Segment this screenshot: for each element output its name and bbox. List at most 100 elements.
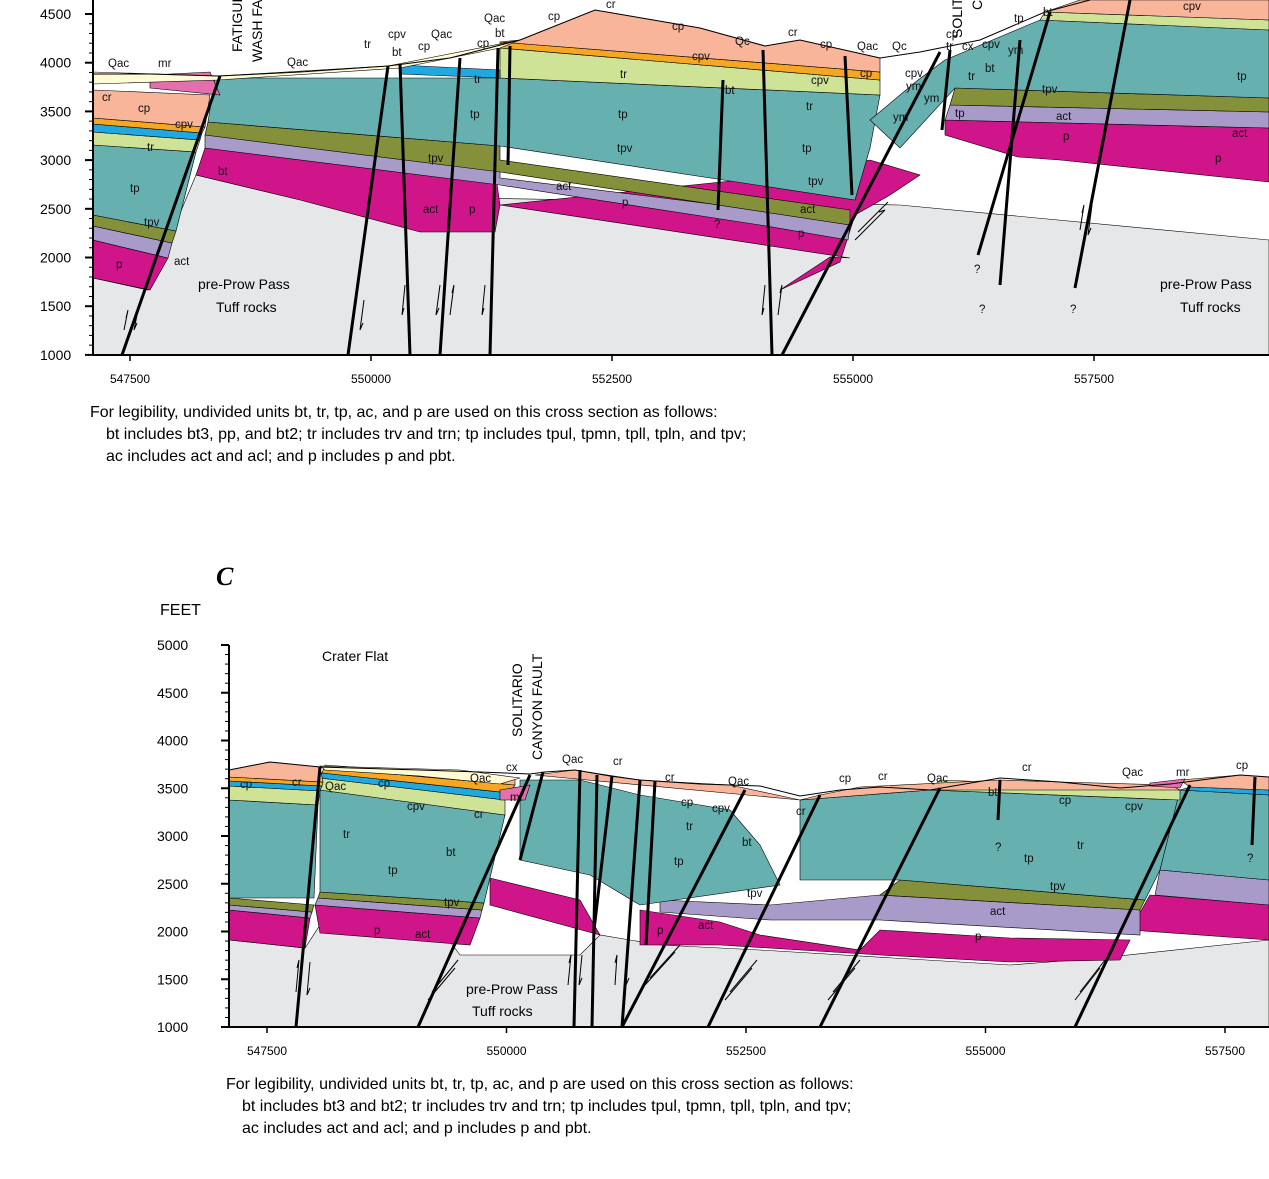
unit-label: Qac — [108, 58, 129, 70]
unit-label: Qac — [431, 29, 452, 41]
unit-label: tr — [686, 821, 693, 833]
unit-label: bt — [725, 85, 735, 97]
unit-label: cx — [506, 762, 518, 774]
unit-label: p — [657, 925, 663, 937]
section-b-unit-tp — [869, 19, 1269, 149]
unit-label: ? — [1247, 853, 1253, 865]
unit-label: p — [622, 197, 628, 209]
y-tick-label: 1000 — [40, 347, 71, 363]
unit-label: act — [1056, 111, 1072, 123]
unit-label: Qac — [484, 13, 505, 25]
unit-label: cpv — [388, 29, 406, 41]
unit-label: p — [798, 228, 804, 240]
region-label: Crater Flat — [322, 648, 388, 664]
unit-label: cp — [477, 38, 489, 50]
unit-label: act — [556, 181, 572, 193]
section-c-unit-Qac — [319, 765, 521, 785]
unit-label: tr — [620, 69, 627, 81]
basement-label: pre-Prow Pass — [466, 981, 558, 997]
unit-label: tpv — [144, 217, 160, 229]
unit-label: Qac — [1122, 767, 1143, 779]
unit-label: mr — [1176, 767, 1190, 779]
y-tick-label: 4000 — [157, 733, 188, 749]
unit-label: act — [1232, 128, 1248, 140]
unit-label: act — [800, 204, 816, 216]
unit-label: mr — [158, 58, 172, 70]
unit-label: p — [374, 925, 380, 937]
unit-label: cpv — [905, 68, 923, 80]
unit-label: ? — [1070, 304, 1076, 316]
unit-label: cp — [946, 29, 958, 41]
section-b-faults — [120, 0, 1132, 356]
unit-label: ym — [1008, 45, 1023, 57]
section-b-unit-p — [944, 119, 1269, 183]
unit-label: mr — [510, 792, 524, 804]
section-b-slip-arrows — [123, 201, 1093, 331]
unit-label: tp — [1237, 71, 1247, 83]
unit-label: tpv — [444, 897, 460, 909]
x-tick-label: 547500 — [247, 1044, 287, 1058]
unit-label: cr — [1022, 762, 1032, 774]
unit-label: tp — [1014, 13, 1024, 25]
unit-label: ym — [893, 112, 908, 124]
note-line: ac includes act and acl; and p includes … — [242, 1120, 592, 1137]
unit-label: bt — [742, 837, 752, 849]
y-tick-label: 2500 — [157, 876, 188, 892]
unit-label: cr — [613, 756, 623, 768]
unit-label: cr — [606, 0, 616, 11]
unit-label: ym — [924, 93, 939, 105]
section-c-legibility-note: For legibility, undivided units bt, tr, … — [226, 1074, 854, 1140]
section-b-unit-Qac — [92, 39, 521, 85]
unit-label: tr — [946, 41, 953, 53]
x-tick-label: 547500 — [110, 372, 150, 386]
unit-label: p — [1063, 131, 1069, 143]
unit-label: ? — [995, 842, 1001, 854]
unit-label: cr — [292, 777, 302, 789]
unit-label: cpv — [1183, 1, 1201, 13]
unit-label: tpv — [617, 143, 633, 155]
note-line: bt includes bt3, pp, and bt2; tr include… — [106, 426, 747, 443]
section-b-surface — [93, 0, 1091, 77]
unit-label: Qc — [892, 41, 907, 53]
unit-label: ym — [906, 81, 921, 93]
unit-label: cr — [474, 809, 484, 821]
section-b-unit-bt — [399, 64, 501, 79]
section-c-unit-tp — [228, 799, 319, 899]
x-tick-label: 552500 — [592, 372, 632, 386]
basement-label: Tuff rocks — [472, 1003, 533, 1019]
unit-label: cp — [672, 21, 684, 33]
unit-label: tp — [130, 183, 140, 195]
unit-label: p — [1215, 153, 1221, 165]
unit-label: bt — [446, 847, 456, 859]
unit-label: Qac — [287, 57, 308, 69]
y-tick-label: 1000 — [157, 1019, 188, 1035]
y-tick-label: 5000 — [157, 637, 188, 653]
unit-label: cpv — [692, 51, 710, 63]
unit-label: p — [469, 204, 475, 216]
y-tick-label: 2000 — [40, 250, 71, 266]
unit-label: tp — [674, 856, 684, 868]
y-tick-label: 2500 — [40, 201, 71, 217]
unit-label: act — [698, 920, 714, 932]
y-tick-label: 3500 — [40, 103, 71, 119]
section-b-x-ticks: 547500 550000 552500 555000 557500 — [110, 355, 1114, 386]
section-b-fault-name: SOLITARIO — [949, 0, 965, 38]
unit-label: cr — [102, 92, 112, 104]
section-c-unit-labels: cp cr Qac cp Qac cx Qac cr cpv cr mr tr … — [240, 754, 1253, 1019]
unit-label: tp — [470, 109, 480, 121]
unit-label: cpv — [175, 119, 193, 131]
section-b-unit-tpv — [204, 121, 851, 226]
unit-label: act — [990, 906, 1006, 918]
section-c-y-ticks: 5000 4500 4000 3500 3000 2500 2000 1500 1000 — [157, 637, 229, 1035]
note-line: ac includes act and acl; and p includes … — [106, 448, 456, 465]
unit-label: tr — [806, 101, 813, 113]
unit-label: tpv — [808, 176, 824, 188]
unit-label: tr — [1077, 840, 1084, 852]
unit-label: bt — [985, 63, 995, 75]
unit-label: act — [174, 256, 190, 268]
unit-label: cpv — [982, 39, 1000, 51]
basement-label: pre-Prow Pass — [198, 276, 290, 292]
unit-label: tp — [802, 143, 812, 155]
unit-label: tr — [364, 39, 371, 51]
